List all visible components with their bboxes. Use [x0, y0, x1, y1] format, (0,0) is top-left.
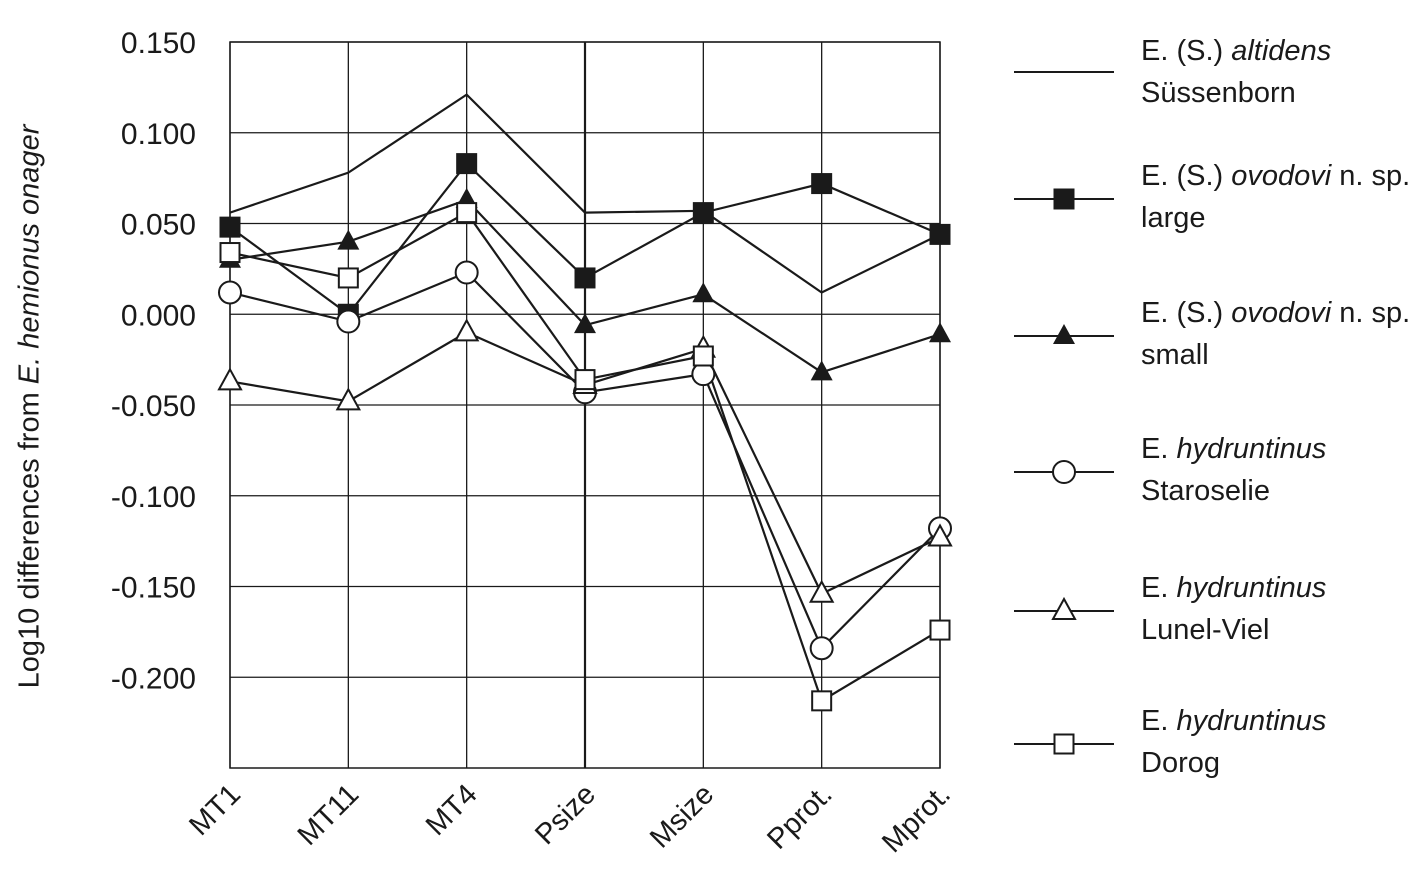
open-square-marker-icon [1014, 733, 1114, 755]
filled-triangle-icon [1053, 324, 1075, 344]
legend: E. (S.) altidens Süssenborn E. (S.) ovod… [1010, 0, 1425, 889]
y-axis-label-prefix: Log10 differences from [13, 384, 46, 689]
legend-label-species: hydruntinus [1176, 572, 1327, 604]
open-circle-marker [809, 636, 834, 661]
open-square-marker [692, 345, 714, 367]
legend-label-prefix: E. [1141, 705, 1177, 737]
legend-label-prefix: E. (S.) [1141, 35, 1232, 67]
legend-label-species: hydruntinus [1176, 433, 1327, 465]
x-tick-label: Msize [644, 778, 720, 854]
series-markers [219, 202, 951, 712]
open-square-marker [456, 202, 478, 224]
filled-square-marker-icon [1014, 188, 1114, 210]
y-tick-label: 0.150 [121, 27, 196, 60]
legend-label-prefix: E. (S.) [1141, 297, 1232, 329]
x-tick-label: MT1 [183, 778, 247, 842]
legend-label-site: Lunel-Viel [1141, 614, 1270, 646]
x-tick-label: Mprot. [876, 778, 957, 859]
filled-square-icon [1053, 188, 1075, 210]
legend-item-staroselie: E. hydruntinus Staroselie [1010, 428, 1425, 507]
legend-label-prefix: E. [1141, 572, 1177, 604]
y-axis-label: Log10 differences from E. hemionus onage… [14, 57, 47, 757]
legend-label-site: large [1141, 202, 1206, 234]
open-circle-icon [1052, 460, 1076, 484]
filled-square-marker [811, 173, 833, 195]
y-tick-label: 0.100 [121, 118, 196, 151]
legend-item-dorog: E. hydruntinus Dorog [1010, 700, 1425, 779]
filled-square-marker [929, 223, 951, 245]
legend-item-lunel-viel: E. hydruntinus Lunel-Viel [1010, 567, 1425, 646]
legend-label-suffix: n. sp. [1331, 160, 1411, 192]
legend-label-species: ovodovi [1231, 297, 1332, 329]
open-square-icon [1053, 733, 1075, 755]
legend-label-site: small [1141, 339, 1209, 371]
filled-triangle-marker [574, 313, 596, 334]
legend-label-species: ovodovi [1231, 160, 1332, 192]
legend-line-icon [1014, 71, 1114, 73]
filled-square-marker [574, 267, 596, 289]
x-tick-label: Psize [529, 778, 602, 851]
filled-triangle-marker [929, 322, 951, 343]
y-tick-label: 0.050 [121, 209, 196, 242]
x-tick-label: MT11 [292, 778, 366, 852]
open-circle-marker [218, 280, 242, 305]
open-square-marker [929, 619, 951, 641]
open-triangle-marker [808, 579, 835, 603]
open-square-marker [219, 242, 241, 264]
open-triangle-marker [217, 367, 243, 391]
y-axis-ticks: 0.150 0.100 0.050 0.000 -0.050 -0.100 -0.150 -0… [111, 27, 196, 695]
open-circle-marker-icon [1014, 460, 1114, 484]
y-tick-label: -0.150 [111, 572, 196, 605]
open-triangle-marker [453, 318, 480, 342]
legend-label-site: Dorog [1141, 747, 1220, 779]
open-triangle-marker [927, 523, 953, 547]
legend-label-suffix: n. sp. [1331, 297, 1411, 329]
open-square-marker [574, 369, 596, 391]
open-circle-marker [454, 260, 479, 285]
legend-item-ovodovi-small: E. (S.) ovodovi n. sp. small [1010, 292, 1425, 371]
legend-label-prefix: E. (S.) [1141, 160, 1232, 192]
legend-label-site: Staroselie [1141, 475, 1270, 507]
filled-triangle-marker-icon [1014, 324, 1114, 344]
x-tick-label: MT4 [420, 778, 484, 842]
filled-square-marker [219, 216, 241, 238]
filled-square-marker [692, 202, 714, 224]
legend-label-site: Süssenborn [1141, 77, 1296, 109]
open-circle-marker [336, 309, 361, 334]
filled-triangle-marker [692, 282, 715, 303]
open-square-marker [811, 690, 833, 712]
legend-label-prefix: E. [1141, 433, 1177, 465]
legend-item-ovodovi-large: E. (S.) ovodovi n. sp. large [1010, 155, 1425, 234]
y-tick-label: 0.000 [121, 299, 196, 332]
legend-item-altidens: E. (S.) altidens Süssenborn [1010, 30, 1425, 109]
filled-triangle-marker [337, 229, 360, 250]
legend-label-species: altidens [1231, 35, 1332, 67]
open-square-marker [337, 267, 359, 289]
x-tick-label: Pprot. [761, 778, 838, 855]
series-line [229, 93, 941, 294]
open-triangle-marker-icon [1014, 596, 1114, 620]
filled-triangle-marker [810, 360, 833, 381]
gridlines [229, 41, 941, 769]
y-tick-label: -0.200 [111, 662, 196, 695]
open-triangle-icon [1051, 596, 1077, 620]
y-tick-label: -0.100 [111, 481, 196, 514]
x-axis-ticks: MT1 MT11 MT4 Psize Msize Pprot. Mprot. [183, 778, 957, 859]
filled-square-marker [456, 153, 478, 175]
y-tick-label: -0.050 [111, 390, 196, 423]
legend-label-species: hydruntinus [1176, 705, 1327, 737]
y-axis-label-species: E. hemionus onager [13, 124, 46, 385]
open-triangle-marker [335, 387, 362, 411]
